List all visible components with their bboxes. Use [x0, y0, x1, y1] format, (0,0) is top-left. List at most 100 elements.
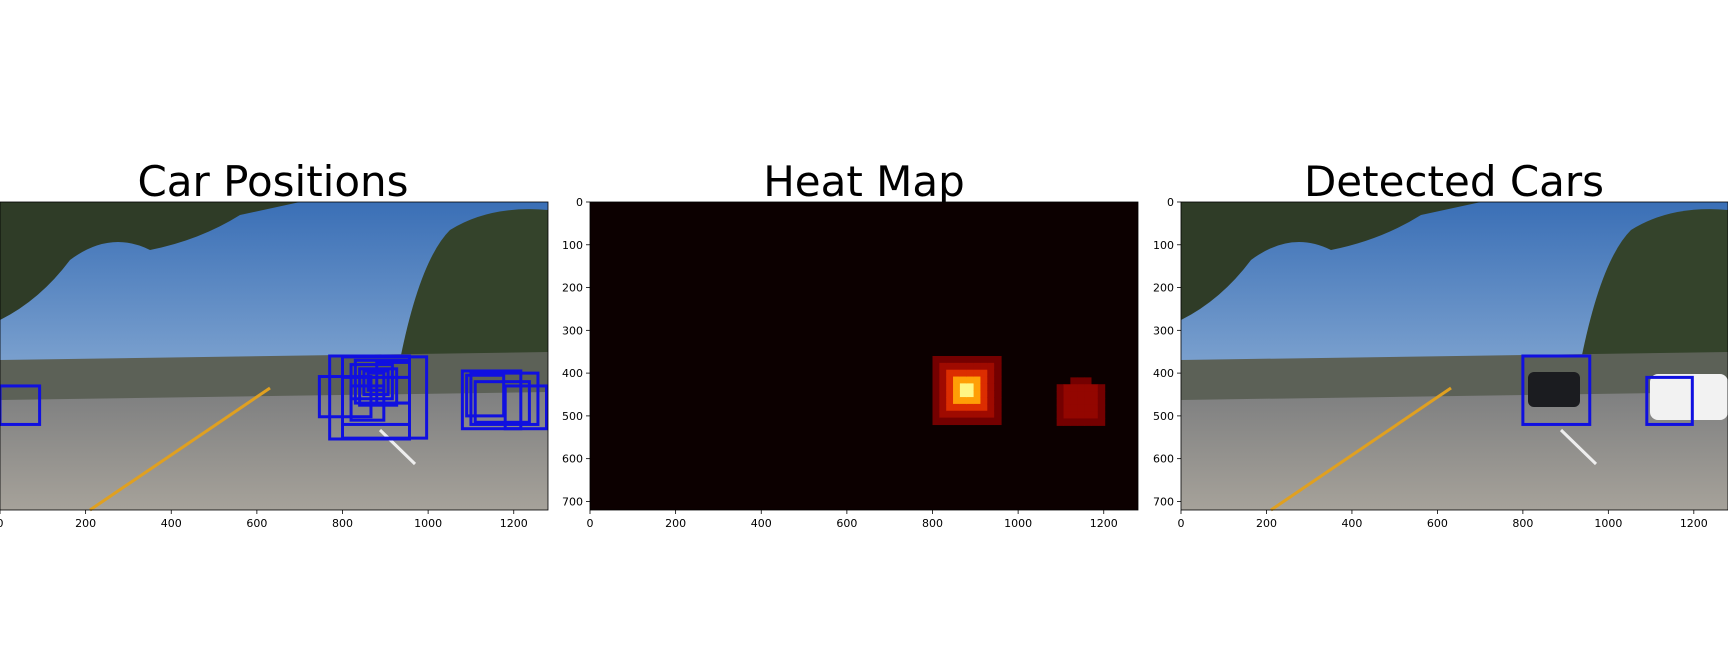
- heat-cell: [946, 376, 954, 384]
- heat-cell: [980, 356, 988, 364]
- x-tick-label: 1000: [1594, 517, 1622, 530]
- heat-cell: [1077, 411, 1085, 420]
- road-scene-image: [0, 202, 548, 512]
- heat-cell: [987, 376, 995, 384]
- heat-cell: [1056, 397, 1065, 406]
- x-tick-label: 600: [836, 517, 857, 530]
- heat-cell: [994, 362, 1002, 371]
- heat-cell: [932, 356, 940, 364]
- heat-cell: [939, 403, 947, 412]
- heat-cell: [953, 362, 961, 371]
- heat-cell: [994, 417, 1002, 426]
- heat-cell: [966, 362, 975, 371]
- heat-cell: [966, 397, 975, 405]
- heat-cell: [1056, 404, 1065, 413]
- y-tick-label: 0: [576, 196, 583, 209]
- heat-cell: [946, 410, 954, 419]
- heat-cell: [1097, 397, 1106, 406]
- heat-cell: [1070, 397, 1078, 406]
- y-tick-label: 500: [1153, 410, 1174, 423]
- y-tick-label: 0: [1167, 196, 1174, 209]
- heat-cell: [1090, 391, 1099, 399]
- x-tick-label: 200: [665, 517, 686, 530]
- y-tick-label: 300: [1153, 324, 1174, 337]
- y-tick-label: 100: [562, 239, 583, 252]
- heat-cell: [987, 362, 995, 371]
- y-tick-label: 600: [562, 453, 583, 466]
- heat-cell: [953, 403, 961, 412]
- heat-cell: [1077, 404, 1085, 413]
- axes-frame: [0, 201, 549, 511]
- heat-cell: [1084, 377, 1092, 385]
- heat-cell: [932, 362, 940, 371]
- x-tick-label: 200: [1256, 517, 1277, 530]
- heat-cell: [1097, 391, 1106, 399]
- x-tick-label: 1200: [1680, 517, 1708, 530]
- heat-cell: [953, 376, 961, 384]
- heat-cell: [953, 383, 961, 391]
- x-tick-label: 1000: [414, 517, 442, 530]
- heat-cell: [1090, 397, 1099, 406]
- heat-cell: [932, 417, 940, 426]
- axes-frame: [1180, 201, 1728, 511]
- heat-cell: [994, 403, 1002, 412]
- heat-cell: [994, 356, 1002, 364]
- x-tick-label: 1200: [1090, 517, 1118, 530]
- y-tick-label: 300: [562, 324, 583, 337]
- heat-cell: [987, 383, 995, 391]
- y-tick-label: 400: [562, 367, 583, 380]
- heat-cell: [939, 376, 947, 384]
- heat-cell: [1097, 404, 1106, 413]
- axes-frame: [589, 201, 1139, 511]
- heat-cell: [1090, 411, 1099, 420]
- heat-cell: [1097, 418, 1106, 426]
- x-tick-label: 600: [1427, 517, 1448, 530]
- heat-cell: [980, 390, 988, 398]
- heat-cell: [932, 390, 940, 398]
- heat-cell: [946, 403, 954, 412]
- x-axis-ticks: 0 200 400 600 800 1000 1200: [1178, 510, 1708, 530]
- heat-cell: [959, 410, 968, 419]
- heat-cell: [953, 417, 961, 426]
- heat-cell: [987, 369, 995, 378]
- heat-cell: [1077, 384, 1085, 392]
- bounding-box: [473, 380, 531, 424]
- heat-cell: [1084, 418, 1092, 426]
- heat-cell: [966, 383, 975, 391]
- heat-cell: [980, 397, 988, 405]
- y-tick-label: 200: [562, 282, 583, 295]
- heat-cell: [953, 369, 961, 378]
- y-axis-ticks: 0 100 200 300 400 500 600 700: [562, 196, 590, 508]
- panel-heat-map: Heat Map 0 200 400 600 800 1000 1200 0 100 200 30…: [562, 157, 1139, 530]
- heat-cell: [953, 397, 961, 405]
- heat-cell: [966, 376, 975, 384]
- bounding-box: [1645, 375, 1694, 426]
- car-dark: [1528, 372, 1580, 407]
- x-tick-label: 400: [751, 517, 772, 530]
- heat-cell: [1090, 384, 1099, 392]
- heat-cell: [939, 356, 947, 364]
- heat-cell: [987, 403, 995, 412]
- panel-title-detected-cars: Detected Cars: [1304, 157, 1604, 206]
- heat-cell: [1063, 391, 1071, 399]
- heatmap-cells: [932, 356, 1106, 426]
- heat-cell: [1070, 404, 1078, 413]
- heat-cell: [939, 362, 947, 371]
- heat-cell: [994, 410, 1002, 419]
- heat-cell: [1097, 411, 1106, 420]
- heat-cell: [1090, 418, 1099, 426]
- heat-cell: [973, 417, 982, 426]
- heat-cell: [1077, 418, 1085, 426]
- heat-cell: [987, 410, 995, 419]
- x-tick-label: 1000: [1004, 517, 1032, 530]
- x-tick-label: 600: [246, 517, 267, 530]
- x-tick-label: 0: [1178, 517, 1185, 530]
- heat-cell: [980, 417, 988, 426]
- bounding-box: [1521, 354, 1592, 426]
- heat-cell: [939, 383, 947, 391]
- heat-cell: [959, 397, 968, 405]
- heat-cell: [1056, 411, 1065, 420]
- y-tick-label: 700: [1153, 495, 1174, 508]
- y-tick-label: 200: [1153, 282, 1174, 295]
